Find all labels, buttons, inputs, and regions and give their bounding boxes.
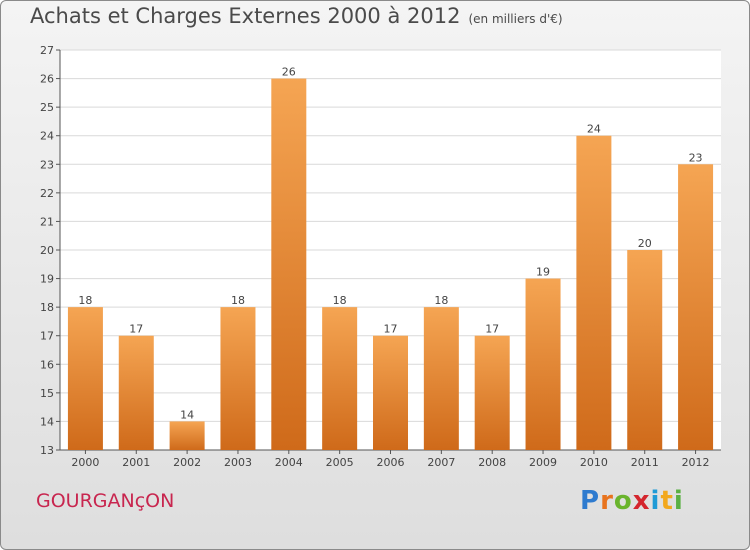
logo-letter: o xyxy=(613,486,633,516)
y-tick-label: 26 xyxy=(40,73,54,86)
y-tick-label: 16 xyxy=(40,358,54,371)
bar xyxy=(423,307,459,450)
y-tick-label: 23 xyxy=(40,158,54,171)
data-label: 14 xyxy=(180,408,194,421)
data-label: 18 xyxy=(78,294,92,307)
bar xyxy=(474,335,510,450)
bar xyxy=(271,78,307,451)
y-tick-label: 24 xyxy=(40,130,54,143)
x-tick-label: 2005 xyxy=(326,456,354,469)
logo-letter: x xyxy=(632,486,651,516)
x-tick-label: 2006 xyxy=(377,456,405,469)
x-tick-label: 2000 xyxy=(71,456,99,469)
data-label: 18 xyxy=(434,294,448,307)
x-tick-label: 2012 xyxy=(682,456,710,469)
data-label: 17 xyxy=(384,323,398,336)
data-label: 19 xyxy=(536,266,550,279)
x-tick-label: 2004 xyxy=(275,456,303,469)
bar xyxy=(627,250,663,450)
x-tick-label: 2002 xyxy=(173,456,201,469)
x-tick-label: 2007 xyxy=(427,456,455,469)
y-tick-label: 15 xyxy=(40,387,54,400)
y-tick-label: 17 xyxy=(40,330,54,343)
y-tick-label: 27 xyxy=(40,44,54,57)
x-tick-label: 2003 xyxy=(224,456,252,469)
data-label: 17 xyxy=(485,323,499,336)
logo-letter: i xyxy=(650,486,661,516)
x-tick-label: 2001 xyxy=(122,456,150,469)
chart-title: Achats et Charges Externes 2000 à 2012 (e… xyxy=(30,4,563,28)
title-text: Achats et Charges Externes 2000 à 2012 xyxy=(30,4,461,28)
bar xyxy=(67,307,103,450)
logo-letter: P xyxy=(580,486,601,516)
y-tick-label: 25 xyxy=(40,101,54,114)
y-tick-label: 18 xyxy=(40,301,54,314)
data-label: 18 xyxy=(333,294,347,307)
logo-letter: r xyxy=(600,486,614,516)
chart-subtitle: (en milliers d'€) xyxy=(468,12,563,26)
bar xyxy=(220,307,256,450)
y-tick-label: 13 xyxy=(40,444,54,457)
proxiti-logo: Proxiti xyxy=(580,486,684,516)
bar xyxy=(169,421,205,450)
y-tick-label: 14 xyxy=(40,415,54,428)
x-tick-label: 2011 xyxy=(631,456,659,469)
data-label: 18 xyxy=(231,294,245,307)
logo-letter: i xyxy=(673,486,684,516)
x-tick-label: 2008 xyxy=(478,456,506,469)
bar xyxy=(373,335,408,450)
data-label: 23 xyxy=(689,151,703,164)
bar xyxy=(322,307,358,450)
y-tick-label: 20 xyxy=(40,244,54,257)
data-label: 26 xyxy=(282,66,296,79)
logo-letter: t xyxy=(660,486,674,516)
y-tick-label: 21 xyxy=(40,215,54,228)
x-tick-label: 2009 xyxy=(529,456,557,469)
commune-name: GOURGANçON xyxy=(36,490,175,512)
bar xyxy=(118,335,154,450)
data-label: 17 xyxy=(129,323,143,336)
y-tick-label: 22 xyxy=(40,187,54,200)
data-label: 20 xyxy=(638,237,652,250)
data-label: 24 xyxy=(587,123,601,136)
bar xyxy=(678,164,714,451)
bar xyxy=(525,278,561,450)
x-tick-label: 2010 xyxy=(580,456,608,469)
y-tick-label: 19 xyxy=(40,273,54,286)
bar xyxy=(576,135,612,450)
